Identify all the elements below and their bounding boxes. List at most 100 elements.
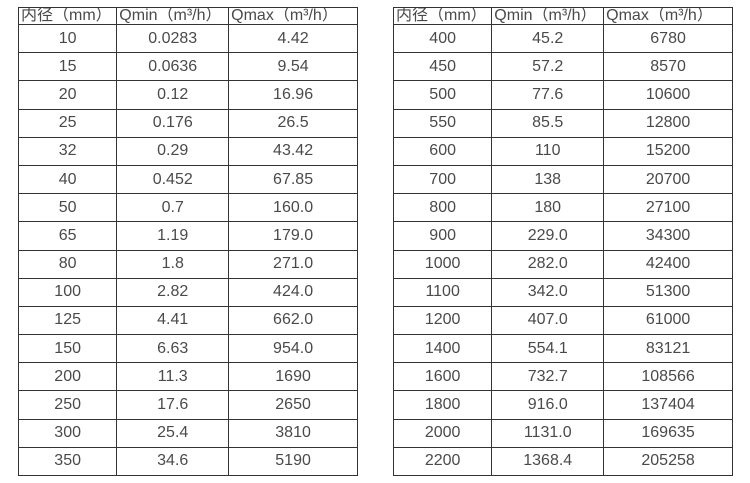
column-header: Qmin（m³/h）	[491, 7, 605, 25]
table-cell: 0.12	[116, 80, 230, 110]
table-cell: 271.0	[228, 249, 358, 279]
header-row: 内径（mm） Qmin（m³/h） Qmax（m³/h）	[392, 7, 733, 25]
table-row: 40 0.452 67.85	[17, 164, 358, 195]
table-cell: 662.0	[228, 305, 358, 336]
table-cell: 25	[17, 108, 118, 138]
table-cell: 229.0	[491, 221, 605, 251]
table-cell: 150	[17, 334, 118, 364]
table-cell: 15200	[603, 136, 733, 166]
table-cell: 3810	[228, 418, 358, 448]
table-row: 400 45.2 6780	[392, 23, 733, 54]
table-cell: 400	[392, 23, 493, 54]
table-cell: 342.0	[491, 277, 605, 307]
flow-rate-table-right: 内径（mm） Qmin（m³/h） Qmax（m³/h） 400 45.2 6780 450…	[392, 7, 733, 477]
table-cell: 42400	[603, 249, 733, 279]
table-row: 200 11.3 1690	[17, 362, 358, 392]
table-cell: 2200	[392, 446, 493, 477]
table-cell: 1200	[392, 305, 493, 336]
table-row: 1100 342.0 51300	[392, 277, 733, 307]
table-cell: 65	[17, 221, 118, 251]
table-cell: 100	[17, 277, 118, 307]
table-cell: 2650	[228, 390, 358, 420]
table-row: 700 138 20700	[392, 164, 733, 195]
table-row: 150 6.63 954.0	[17, 334, 358, 364]
table-row: 10 0.0283 4.42	[17, 23, 358, 54]
table-cell: 11.3	[116, 362, 230, 392]
header-row: 内径（mm） Qmin（m³/h） Qmax（m³/h）	[17, 7, 358, 25]
column-header: 内径（mm）	[392, 7, 493, 25]
table-cell: 10600	[603, 80, 733, 110]
table-cell: 1800	[392, 390, 493, 420]
table-cell: 1131.0	[491, 418, 605, 448]
table-cell: 138	[491, 164, 605, 195]
table-cell: 6780	[603, 23, 733, 54]
table-row: 25 0.176 26.5	[17, 108, 358, 138]
table-cell: 954.0	[228, 334, 358, 364]
table-row: 20 0.12 16.96	[17, 80, 358, 110]
table-cell: 407.0	[491, 305, 605, 336]
table-cell: 554.1	[491, 334, 605, 364]
table-cell: 61000	[603, 305, 733, 336]
table-row: 600 110 15200	[392, 136, 733, 166]
table-row: 1400 554.1 83121	[392, 334, 733, 364]
table-cell: 4.41	[116, 305, 230, 336]
table-cell: 700	[392, 164, 493, 195]
table-row: 2000 1131.0 169635	[392, 418, 733, 448]
table-cell: 15	[17, 52, 118, 82]
table-row: 1000 282.0 42400	[392, 249, 733, 279]
table-row: 350 34.6 5190	[17, 446, 358, 477]
table-cell: 27100	[603, 193, 733, 223]
table-row: 1200 407.0 61000	[392, 305, 733, 336]
table-cell: 350	[17, 446, 118, 477]
column-header: 内径（mm）	[17, 7, 118, 25]
table-row: 100 2.82 424.0	[17, 277, 358, 307]
table-row: 550 85.5 12800	[392, 108, 733, 138]
table-cell: 6.63	[116, 334, 230, 364]
table-cell: 0.176	[116, 108, 230, 138]
column-header: Qmax（m³/h）	[603, 7, 733, 25]
table-row: 250 17.6 2650	[17, 390, 358, 420]
table-cell: 125	[17, 305, 118, 336]
table-row: 450 57.2 8570	[392, 52, 733, 82]
table-cell: 34.6	[116, 446, 230, 477]
table-cell: 40	[17, 164, 118, 195]
table-cell: 1.8	[116, 249, 230, 279]
table-cell: 83121	[603, 334, 733, 364]
table-cell: 200	[17, 362, 118, 392]
table-cell: 500	[392, 80, 493, 110]
table-cell: 20	[17, 80, 118, 110]
table-cell: 77.6	[491, 80, 605, 110]
table-cell: 205258	[603, 446, 733, 477]
table-cell: 5190	[228, 446, 358, 477]
table-cell: 67.85	[228, 164, 358, 195]
table-cell: 16.96	[228, 80, 358, 110]
table-cell: 1400	[392, 334, 493, 364]
table-row: 500 77.6 10600	[392, 80, 733, 110]
table-cell: 43.42	[228, 136, 358, 166]
table-cell: 550	[392, 108, 493, 138]
table-cell: 900	[392, 221, 493, 251]
table-row: 80 1.8 271.0	[17, 249, 358, 279]
table-row: 2200 1368.4 205258	[392, 446, 733, 477]
table-cell: 0.452	[116, 164, 230, 195]
table-cell: 4.42	[228, 23, 358, 54]
table-cell: 17.6	[116, 390, 230, 420]
table-cell: 180	[491, 193, 605, 223]
table-cell: 2.82	[116, 277, 230, 307]
table-row: 1600 732.7 108566	[392, 362, 733, 392]
table-cell: 25.4	[116, 418, 230, 448]
table-cell: 8570	[603, 52, 733, 82]
table-cell: 1100	[392, 277, 493, 307]
table-row: 1800 916.0 137404	[392, 390, 733, 420]
table-cell: 2000	[392, 418, 493, 448]
table-cell: 800	[392, 193, 493, 223]
table-cell: 1000	[392, 249, 493, 279]
table-row: 15 0.0636 9.54	[17, 52, 358, 82]
table-cell: 50	[17, 193, 118, 223]
table-cell: 1.19	[116, 221, 230, 251]
table-cell: 10	[17, 23, 118, 54]
table-row: 32 0.29 43.42	[17, 136, 358, 166]
table-cell: 732.7	[491, 362, 605, 392]
column-header: Qmin（m³/h）	[116, 7, 230, 25]
